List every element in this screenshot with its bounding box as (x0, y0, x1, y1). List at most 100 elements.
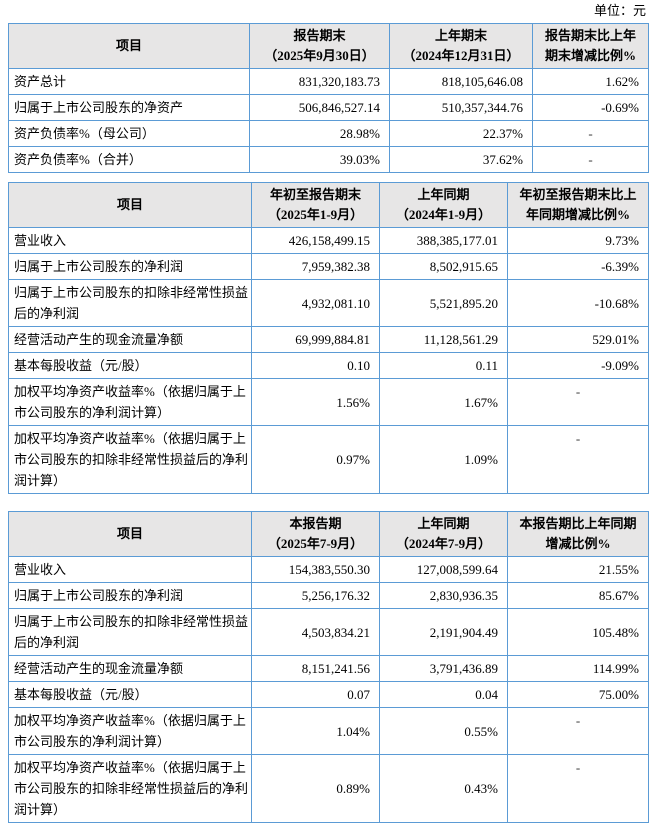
value-cell: 5,256,176.32 (251, 582, 380, 609)
value-cell: 5,521,895.20 (379, 279, 508, 327)
value-cell: 818,105,646.08 (389, 68, 533, 95)
item-label-cell: 加权平均净资产收益率%（依据归属于上市公司股东的扣除非经常性损益后的净利润计算） (8, 754, 252, 823)
value-cell: 1.56% (251, 378, 380, 426)
value-cell: 8,151,241.56 (251, 655, 380, 682)
value-cell: 388,385,177.01 (379, 227, 508, 254)
value-cell: 127,008,599.64 (379, 556, 508, 583)
value-cell: 37.62% (389, 146, 533, 173)
value-cell: -6.39% (507, 253, 649, 280)
table-row: 归属于上市公司股东的扣除非经常性损益后的净利润 4,932,081.10 5,521… (8, 279, 649, 327)
value-cell: 0.97% (251, 425, 380, 494)
value-cell: 9.73% (507, 227, 649, 254)
value-cell: -10.68% (507, 279, 649, 327)
item-label-cell: 资产负债率%（母公司） (8, 120, 250, 147)
column-header: 年初至报告期末比上 年同期增减比例% (507, 182, 649, 228)
value-cell: 1.09% (379, 425, 508, 494)
value-cell: 0.43% (379, 754, 508, 823)
item-label-cell: 资产总计 (8, 68, 250, 95)
column-header: 年初至报告期末 （2025年1-9月） (251, 182, 380, 228)
balance-sheet-summary-table: 项目 报告期末 （2025年9月30日） 上年期末 （2024年12月31日） 报告期… (8, 23, 649, 173)
table-row: 加权平均净资产收益率%（依据归属于上市公司股东的扣除非经常性损益后的净利润计算）… (8, 425, 649, 494)
table-row: 经营活动产生的现金流量净额 8,151,241.56 3,791,436.89 114… (8, 655, 649, 682)
value-cell: 69,999,884.81 (251, 326, 380, 353)
column-header: 报告期末 （2025年9月30日） (249, 23, 390, 69)
item-label-cell: 加权平均净资产收益率%（依据归属于上市公司股东的扣除非经常性损益后的净利润计算） (8, 425, 252, 494)
item-label-cell: 基本每股收益（元/股） (8, 681, 252, 708)
table-row: 资产负债率%（合并） 39.03% 37.62% - (8, 146, 649, 173)
column-header: 本报告期 （2025年7-9月） (251, 511, 380, 557)
column-header: 上年期末 （2024年12月31日） (389, 23, 533, 69)
value-cell: 75.00% (507, 681, 649, 708)
item-label-cell: 归属于上市公司股东的净资产 (8, 94, 250, 121)
value-cell: 1.04% (251, 707, 380, 755)
value-cell: 0.10 (251, 352, 380, 379)
financial-report-page: 单位：元 项目 报告期末 （2025年9月30日） 上年期末 （2024年12月31… (8, 0, 649, 823)
value-cell: 39.03% (249, 146, 390, 173)
item-label-cell: 经营活动产生的现金流量净额 (8, 326, 252, 353)
header-row: 项目 报告期末 （2025年9月30日） 上年期末 （2024年12月31日） 报告期… (8, 23, 649, 69)
no-change-dash-cell: - (507, 425, 649, 494)
table-row: 基本每股收益（元/股） 0.10 0.11 -9.09% (8, 352, 649, 379)
table-row: 加权平均净资产收益率%（依据归属于上市公司股东的净利润计算） 1.04% 0.55%… (8, 707, 649, 755)
header-row: 项目 本报告期 （2025年7-9月） 上年同期 （2024年7-9月） 本报告期比上… (8, 511, 649, 557)
value-cell: 426,158,499.15 (251, 227, 380, 254)
value-cell: 2,191,904.49 (379, 608, 508, 656)
value-cell: 85.67% (507, 582, 649, 609)
table-row: 营业收入 154,383,550.30 127,008,599.64 21.55% (8, 556, 649, 583)
column-header: 项目 (8, 23, 250, 69)
value-cell: 1.67% (379, 378, 508, 426)
value-cell: -9.09% (507, 352, 649, 379)
item-label-cell: 营业收入 (8, 227, 252, 254)
no-change-dash-cell: - (532, 120, 649, 147)
value-cell: 0.04 (379, 681, 508, 708)
item-label-cell: 归属于上市公司股东的净利润 (8, 582, 252, 609)
column-header: 项目 (8, 511, 252, 557)
header-row: 项目 年初至报告期末 （2025年1-9月） 上年同期 （2024年1-9月） 年初至… (8, 182, 649, 228)
table-row: 资产负债率%（母公司） 28.98% 22.37% - (8, 120, 649, 147)
value-cell: 0.89% (251, 754, 380, 823)
table-row: 营业收入 426,158,499.15 388,385,177.01 9.73% (8, 227, 649, 254)
value-cell: 105.48% (507, 608, 649, 656)
item-label-cell: 经营活动产生的现金流量净额 (8, 655, 252, 682)
value-cell: 1.62% (532, 68, 649, 95)
value-cell: 831,320,183.73 (249, 68, 390, 95)
value-cell: -0.69% (532, 94, 649, 121)
table-row: 归属于上市公司股东的扣除非经常性损益后的净利润 4,503,834.21 2,191… (8, 608, 649, 656)
value-cell: 28.98% (249, 120, 390, 147)
unit-label: 单位：元 (593, 3, 646, 18)
value-cell: 22.37% (389, 120, 533, 147)
table-row: 资产总计 831,320,183.73 818,105,646.08 1.62% (8, 68, 649, 95)
no-change-dash-cell: - (507, 378, 649, 426)
table-row: 归属于上市公司股东的净资产 506,846,527.14 510,357,344.7… (8, 94, 649, 121)
table-row: 经营活动产生的现金流量净额 69,999,884.81 11,128,561.29 5… (8, 326, 649, 353)
table-row: 基本每股收益（元/股） 0.07 0.04 75.00% (8, 681, 649, 708)
column-header: 项目 (8, 182, 252, 228)
value-cell: 7,959,382.38 (251, 253, 380, 280)
item-label-cell: 归属于上市公司股东的扣除非经常性损益后的净利润 (8, 279, 252, 327)
value-cell: 154,383,550.30 (251, 556, 380, 583)
column-header: 上年同期 （2024年1-9月） (379, 182, 508, 228)
value-cell: 529.01% (507, 326, 649, 353)
value-cell: 8,502,915.65 (379, 253, 508, 280)
item-label-cell: 基本每股收益（元/股） (8, 352, 252, 379)
no-change-dash-cell: - (532, 146, 649, 173)
value-cell: 506,846,527.14 (249, 94, 390, 121)
value-cell: 0.55% (379, 707, 508, 755)
item-label-cell: 加权平均净资产收益率%（依据归属于上市公司股东的净利润计算） (8, 378, 252, 426)
value-cell: 510,357,344.76 (389, 94, 533, 121)
ytd-income-summary-table: 项目 年初至报告期末 （2025年1-9月） 上年同期 （2024年1-9月） 年初至… (8, 182, 649, 494)
value-cell: 11,128,561.29 (379, 326, 508, 353)
item-label-cell: 归属于上市公司股东的扣除非经常性损益后的净利润 (8, 608, 252, 656)
value-cell: 4,932,081.10 (251, 279, 380, 327)
no-change-dash-cell: - (507, 707, 649, 755)
value-cell: 21.55% (507, 556, 649, 583)
column-header: 报告期末比上年 期末增减比例% (532, 23, 649, 69)
item-label-cell: 营业收入 (8, 556, 252, 583)
value-cell: 0.07 (251, 681, 380, 708)
table-row: 加权平均净资产收益率%（依据归属于上市公司股东的扣除非经常性损益后的净利润计算）… (8, 754, 649, 823)
item-label-cell: 归属于上市公司股东的净利润 (8, 253, 252, 280)
value-cell: 0.11 (379, 352, 508, 379)
value-cell: 4,503,834.21 (251, 608, 380, 656)
value-cell: 3,791,436.89 (379, 655, 508, 682)
table-row: 归属于上市公司股东的净利润 5,256,176.32 2,830,936.35 85.… (8, 582, 649, 609)
